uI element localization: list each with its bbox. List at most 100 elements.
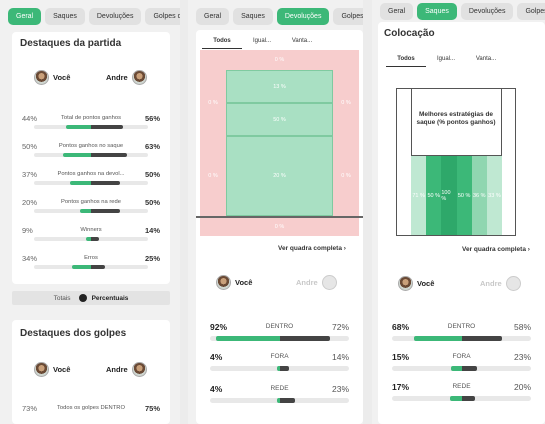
stat-right-value: 14% <box>331 352 349 362</box>
avatar-opponent <box>321 275 337 290</box>
tab-geral[interactable]: Geral <box>380 3 414 20</box>
shot-highlights-card: Destaques dos golpes Você Andre 73% Todo… <box>12 320 170 424</box>
stat-bar <box>210 366 349 371</box>
stat-left-value: 4% <box>210 352 223 362</box>
zone-left-lower: 0 % <box>200 136 226 216</box>
chevron-right-icon: › <box>343 245 346 252</box>
stat-left-value: 50% <box>22 142 38 151</box>
tab-saques[interactable]: Saques <box>417 3 457 20</box>
stat-left-value: 68% <box>392 322 410 332</box>
stat-label: Pontos ganhos na devol... <box>57 171 125 177</box>
stat-left-value: 73% <box>22 404 38 413</box>
subtab-vantagem[interactable]: Vanta... <box>291 38 313 44</box>
player-opponent: Andre <box>102 70 147 85</box>
stat-bar-you <box>451 366 462 371</box>
player-opponent-name: Andre <box>296 278 318 287</box>
stat-bar-opponent <box>461 336 502 341</box>
stat-row: 50% Pontos ganhos no saque 63% <box>22 142 160 162</box>
subtab-igual[interactable]: Igual... <box>436 56 455 62</box>
stat-bar <box>34 237 148 241</box>
zone-left-upper: 0 % <box>200 70 226 136</box>
tab-golpes[interactable]: Golpes de <box>145 8 180 25</box>
stat-left-value: 4% <box>210 384 223 394</box>
stat-row: 73% Todos os golpes DENTRO 75% <box>22 404 160 424</box>
stat-row: 15% FORA 23% <box>392 352 531 382</box>
tab-devolucoes[interactable]: Devoluções <box>460 3 514 20</box>
stat-bar-opponent <box>279 398 296 403</box>
subtab-vantagem[interactable]: Vanta... <box>475 56 497 62</box>
stat-row: 37% Pontos ganhos na devol... 50% <box>22 170 160 190</box>
stat-right-value: 50% <box>144 170 160 179</box>
avatar-opponent <box>505 276 521 291</box>
player-you-name: Você <box>53 365 71 374</box>
view-full-court-label: Ver quadra completa <box>462 246 526 253</box>
tab-bar: Geral Saques Devoluções Golpes de <box>372 0 545 20</box>
player-opponent[interactable]: Andre <box>476 276 521 291</box>
tab-geral[interactable]: Geral <box>196 8 230 25</box>
tab-geral[interactable]: Geral <box>8 8 42 25</box>
totals-percent-toggle[interactable]: Totais Percentuais <box>12 291 170 305</box>
stat-bar-you <box>276 366 280 371</box>
stat-left-value: 15% <box>392 352 410 362</box>
stat-left-value: 9% <box>22 226 33 235</box>
stat-left-value: 37% <box>22 170 38 179</box>
view-full-court-link[interactable]: Ver quadra completa › <box>462 246 530 253</box>
zone-center-lower: 20 % <box>226 136 333 216</box>
serve-zone: 100 % <box>441 156 457 235</box>
serve-zone: 71 % <box>411 156 427 235</box>
player-you[interactable]: Você <box>398 276 438 291</box>
serve-zone: 50 % <box>456 156 472 235</box>
stat-left-value: 44% <box>22 114 38 123</box>
panel-devolucoes: Geral Saques Devoluções Golpes de Todos … <box>188 0 363 424</box>
stat-row: 92% DENTRO 72% <box>210 322 349 352</box>
stat-bar-you <box>449 396 462 401</box>
serve-zone: 50 % <box>426 156 442 235</box>
serve-zone: 36 % <box>471 156 487 235</box>
stat-label: REDE <box>452 383 471 390</box>
zone-top: 0 % <box>200 50 359 70</box>
tab-devolucoes[interactable]: Devoluções <box>88 8 142 25</box>
stat-bar <box>392 366 531 371</box>
subtab-igual[interactable]: Igual... <box>252 38 271 44</box>
toggle-percent-label: Percentuais <box>91 294 129 302</box>
stat-bar-opponent <box>91 265 106 269</box>
stat-bar-you <box>215 336 280 341</box>
stat-row: 20% Pontos ganhos na rede 50% <box>22 198 160 218</box>
stat-right-value: 50% <box>144 198 160 207</box>
subtab-bar: Todos Igual... Vanta... <box>386 56 506 67</box>
serve-zone: 33 % <box>486 156 503 235</box>
tab-devolucoes[interactable]: Devoluções <box>276 8 330 25</box>
stat-label: Winners <box>80 227 102 233</box>
stat-row: 44% Total de pontos ganhos 56% <box>22 114 160 134</box>
stat-bar-you <box>79 209 91 213</box>
panel-saques: Geral Saques Devoluções Golpes de Coloca… <box>372 0 545 424</box>
stat-right-value: 25% <box>144 254 160 263</box>
toggle-knob[interactable] <box>78 294 87 302</box>
stat-right-value: 75% <box>144 404 160 413</box>
player-you[interactable]: Você <box>216 275 256 290</box>
player-you: Você <box>34 70 74 85</box>
player-opponent[interactable]: Andre <box>292 275 337 290</box>
tab-saques[interactable]: Saques <box>233 8 273 25</box>
view-full-court-link[interactable]: Ver quadra completa › <box>278 245 346 252</box>
stat-left-value: 20% <box>22 198 38 207</box>
stat-left-value: 34% <box>22 254 38 263</box>
tab-golpes[interactable]: Golpes de <box>333 8 363 25</box>
zone-bottom: 0 % <box>200 218 359 236</box>
stat-bar-you <box>276 398 280 403</box>
stat-label: Pontos ganhos no saque <box>58 143 124 149</box>
player-you-name: Você <box>53 73 71 82</box>
avatar-you <box>34 70 49 85</box>
stat-bar-you <box>414 336 462 341</box>
stat-label: Erros <box>84 255 98 261</box>
subtab-todos[interactable]: Todos <box>202 38 242 49</box>
zone-right-lower: 0 % <box>333 136 359 216</box>
subtab-todos[interactable]: Todos <box>386 56 426 67</box>
player-opponent: Andre <box>102 362 147 377</box>
tab-golpes[interactable]: Golpes de <box>517 3 545 20</box>
stat-bar <box>34 153 148 157</box>
tab-saques[interactable]: Saques <box>45 8 85 25</box>
stat-bar-opponent <box>461 396 476 401</box>
stat-bar-opponent <box>91 209 120 213</box>
stat-bar-you <box>62 153 91 157</box>
